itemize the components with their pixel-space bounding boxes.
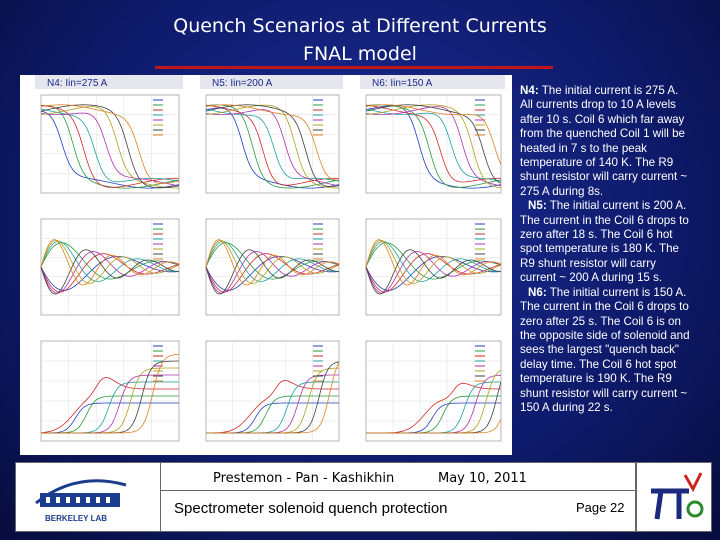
mini-curve xyxy=(40,239,180,286)
mini-curve xyxy=(40,240,180,282)
note-text: The initial current is 275 A. All curren… xyxy=(520,84,688,198)
mini-plot-frame xyxy=(40,94,180,194)
authors: Prestemon - Pan - Kashikhin xyxy=(213,471,395,486)
mini-curve xyxy=(205,108,340,182)
mini-curve xyxy=(206,362,340,434)
page-number: Page 22 xyxy=(576,500,625,515)
mini-curve xyxy=(365,239,502,286)
mini-curve xyxy=(40,242,180,280)
footer-top xyxy=(160,462,636,491)
mini-curve xyxy=(365,251,502,294)
title-underline xyxy=(155,66,553,69)
panel-banner xyxy=(35,75,183,89)
mini-curve xyxy=(40,105,180,189)
berkeley-logo: BERKELEY LAB xyxy=(35,479,127,523)
mini-curve xyxy=(365,104,502,165)
mini-curve xyxy=(40,112,180,187)
mini-curve xyxy=(40,108,180,183)
mini-plot-frame xyxy=(365,94,502,194)
mini-curve xyxy=(205,251,340,294)
mini-curve xyxy=(205,239,340,286)
mice-logo xyxy=(636,462,712,532)
mini-curve xyxy=(365,242,502,280)
note-label: N6: xyxy=(528,285,547,299)
mini-curve xyxy=(206,380,339,434)
mini-curve xyxy=(365,105,502,189)
mini-plot-frame xyxy=(205,94,340,194)
note-text: The initial current is 150 A. The curren… xyxy=(520,285,690,414)
logo-box: BERKELEY LAB xyxy=(15,462,161,532)
mini-curve xyxy=(365,104,502,183)
note: N5: The initial current is 200 A. The cu… xyxy=(520,199,692,285)
mini-curve xyxy=(40,249,180,295)
mini-curve xyxy=(41,353,180,434)
note-text: The initial current is 200 A. The curren… xyxy=(520,199,689,285)
panel-label: N5: Iin=200 A xyxy=(212,78,273,89)
mini-curve xyxy=(365,240,502,282)
logo-text: BERKELEY LAB xyxy=(45,514,107,523)
mini-curve xyxy=(365,249,502,295)
plot-grid: N4: Iin=275 A N5: Iin=200 A N6: Iin=150 A xyxy=(20,75,512,455)
mini-curve xyxy=(40,376,179,433)
mini-curve xyxy=(205,104,340,181)
mini-curve xyxy=(205,239,340,284)
mini-curve xyxy=(205,240,340,282)
panel-label: N6: Iin=150 A xyxy=(372,78,433,89)
mini-curve xyxy=(205,256,340,291)
mini-curve xyxy=(205,104,340,187)
mini-plot-frame xyxy=(365,340,502,442)
mini-curve xyxy=(365,256,502,291)
mini-curve xyxy=(40,239,180,284)
mini-curve xyxy=(365,104,502,189)
note-label: N5: xyxy=(528,199,547,213)
mini-curve xyxy=(205,242,340,280)
mice-logo-art xyxy=(651,472,704,520)
note: N6: The initial current is 150 A. The cu… xyxy=(520,286,692,416)
note-label: N4: xyxy=(520,84,539,97)
footer-bottom xyxy=(160,490,636,532)
mini-curve xyxy=(365,106,502,187)
mini-curve xyxy=(40,256,180,291)
slide-title: Quench Scenarios at Different Currents xyxy=(173,15,547,37)
mini-curve xyxy=(40,104,180,184)
date: May 10, 2011 xyxy=(438,471,527,486)
mini-curve xyxy=(40,106,179,189)
mini-curve xyxy=(365,104,502,184)
mini-curve xyxy=(365,104,502,188)
mini-plot-frame xyxy=(205,340,340,442)
plot-background xyxy=(20,75,512,455)
slide-subtitle: FNAL model xyxy=(303,43,417,65)
notes: N4: The initial current is 275 A. All cu… xyxy=(520,84,692,415)
panel-label: N4: Iin=275 A xyxy=(47,78,108,89)
mini-curve xyxy=(366,418,502,434)
mini-curve xyxy=(205,104,340,189)
panel-banner xyxy=(200,75,343,89)
mini-plot-frame xyxy=(40,340,180,442)
mini-curve xyxy=(365,239,502,284)
subject: Spectrometer solenoid quench protection xyxy=(174,500,448,517)
mini-curve xyxy=(40,251,180,294)
panel-banner xyxy=(360,75,505,89)
mini-curve xyxy=(40,104,180,189)
note: N4: The initial current is 275 A. All cu… xyxy=(520,84,692,199)
mini-curve xyxy=(205,109,340,187)
mini-curve xyxy=(205,249,340,295)
